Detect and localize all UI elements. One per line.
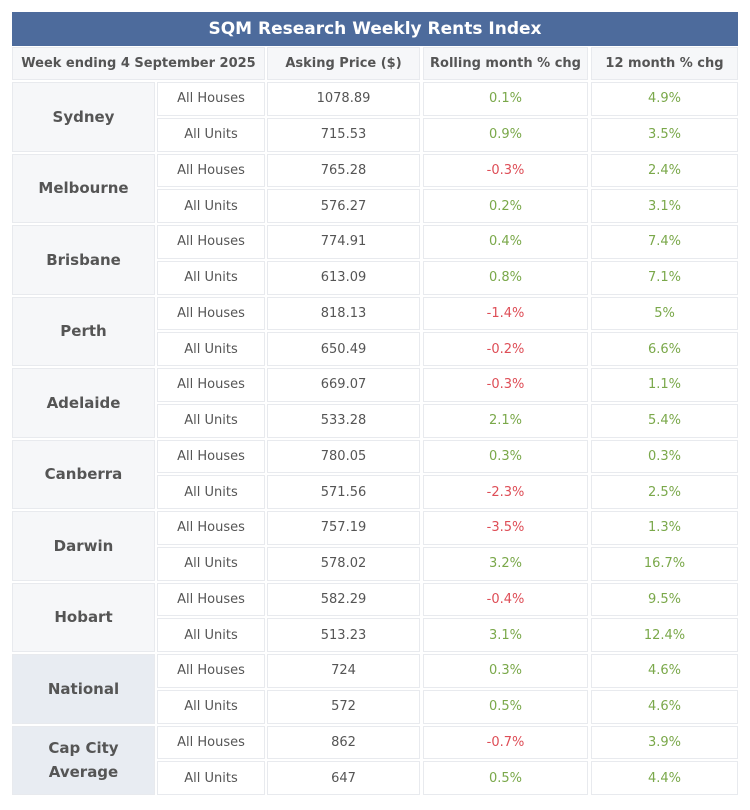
row-type: All Units bbox=[157, 761, 265, 795]
data-cell: 647 bbox=[267, 761, 420, 795]
data-cell: 12.4% bbox=[591, 618, 738, 652]
data-cell: 724 bbox=[267, 654, 420, 688]
data-cell: -2.3% bbox=[423, 475, 588, 509]
data-cell: 5% bbox=[591, 296, 738, 331]
data-cell: 650.49 bbox=[267, 332, 420, 366]
row-type: All Units bbox=[157, 618, 265, 652]
data-cell: 572 bbox=[267, 689, 420, 724]
data-cell: 0.9% bbox=[423, 117, 588, 152]
row-type: All Units bbox=[157, 260, 265, 295]
data-cell: -0.3% bbox=[423, 368, 588, 402]
row-type: All Units bbox=[157, 475, 265, 509]
header-cell: Week ending 4 September 2025 bbox=[12, 47, 265, 80]
row-type: All Units bbox=[157, 403, 265, 438]
data-cell: 757.19 bbox=[267, 511, 420, 545]
row-type: All Houses bbox=[157, 225, 265, 259]
row-type: All Houses bbox=[157, 654, 265, 688]
data-cell: 4.6% bbox=[591, 689, 738, 724]
data-cell: 669.07 bbox=[267, 368, 420, 402]
header-cell: 12 month % chg bbox=[591, 47, 738, 80]
row-type: All Houses bbox=[157, 582, 265, 617]
data-cell: 6.6% bbox=[591, 332, 738, 366]
group-label: National bbox=[12, 654, 155, 724]
header-cell: Rolling month % chg bbox=[423, 47, 588, 80]
data-cell: 1.1% bbox=[591, 368, 738, 402]
data-cell: -0.3% bbox=[423, 153, 588, 188]
row-type: All Units bbox=[157, 689, 265, 724]
data-cell: -0.4% bbox=[423, 582, 588, 617]
data-cell: -1.4% bbox=[423, 296, 588, 331]
data-cell: -3.5% bbox=[423, 511, 588, 545]
data-cell: 774.91 bbox=[267, 225, 420, 259]
group-label: Sydney bbox=[12, 82, 155, 152]
group-label: Adelaide bbox=[12, 368, 155, 438]
data-cell: 2.5% bbox=[591, 475, 738, 509]
data-cell: 2.1% bbox=[423, 403, 588, 438]
group-label: Darwin bbox=[12, 511, 155, 581]
row-type: All Units bbox=[157, 546, 265, 581]
data-cell: 5.4% bbox=[591, 403, 738, 438]
group-label: Cap City Average bbox=[12, 725, 155, 795]
row-type: All Houses bbox=[157, 439, 265, 474]
data-cell: 780.05 bbox=[267, 439, 420, 474]
group-label: Perth bbox=[12, 296, 155, 366]
data-cell: 4.4% bbox=[591, 761, 738, 795]
data-cell: -0.7% bbox=[423, 725, 588, 760]
data-cell: 0.3% bbox=[423, 439, 588, 474]
data-cell: 3.2% bbox=[423, 546, 588, 581]
data-cell: 576.27 bbox=[267, 189, 420, 223]
data-cell: 578.02 bbox=[267, 546, 420, 581]
data-cell: 4.6% bbox=[591, 654, 738, 688]
group-label: Melbourne bbox=[12, 153, 155, 223]
data-cell: 16.7% bbox=[591, 546, 738, 581]
data-cell: 0.1% bbox=[423, 82, 588, 116]
row-type: All Houses bbox=[157, 511, 265, 545]
data-cell: 4.9% bbox=[591, 82, 738, 116]
row-type: All Houses bbox=[157, 296, 265, 331]
data-cell: 0.4% bbox=[423, 225, 588, 259]
data-cell: 7.4% bbox=[591, 225, 738, 259]
group-label: Brisbane bbox=[12, 225, 155, 295]
data-cell: -0.2% bbox=[423, 332, 588, 366]
data-cell: 0.5% bbox=[423, 689, 588, 724]
data-cell: 582.29 bbox=[267, 582, 420, 617]
group-label: Hobart bbox=[12, 582, 155, 652]
row-type: All Units bbox=[157, 117, 265, 152]
data-cell: 0.8% bbox=[423, 260, 588, 295]
row-type: All Units bbox=[157, 332, 265, 366]
data-cell: 0.5% bbox=[423, 761, 588, 795]
data-cell: 0.3% bbox=[423, 654, 588, 688]
data-cell: 3.5% bbox=[591, 117, 738, 152]
header-cell: Asking Price ($) bbox=[267, 47, 420, 80]
data-cell: 862 bbox=[267, 725, 420, 760]
data-cell: 3.1% bbox=[423, 618, 588, 652]
table-title: SQM Research Weekly Rents Index bbox=[12, 12, 738, 46]
group-label: Canberra bbox=[12, 439, 155, 509]
data-cell: 571.56 bbox=[267, 475, 420, 509]
data-cell: 2.4% bbox=[591, 153, 738, 188]
data-cell: 818.13 bbox=[267, 296, 420, 331]
data-cell: 0.3% bbox=[591, 439, 738, 474]
data-cell: 1.3% bbox=[591, 511, 738, 545]
data-cell: 1078.89 bbox=[267, 82, 420, 116]
data-cell: 3.9% bbox=[591, 725, 738, 760]
row-type: All Houses bbox=[157, 725, 265, 760]
data-cell: 613.09 bbox=[267, 260, 420, 295]
data-cell: 7.1% bbox=[591, 260, 738, 295]
data-cell: 513.23 bbox=[267, 618, 420, 652]
data-cell: 765.28 bbox=[267, 153, 420, 188]
row-type: All Houses bbox=[157, 153, 265, 188]
data-cell: 3.1% bbox=[591, 189, 738, 223]
data-cell: 0.2% bbox=[423, 189, 588, 223]
data-cell: 533.28 bbox=[267, 403, 420, 438]
data-cell: 9.5% bbox=[591, 582, 738, 617]
data-cell: 715.53 bbox=[267, 117, 420, 152]
row-type: All Houses bbox=[157, 82, 265, 116]
row-type: All Houses bbox=[157, 368, 265, 402]
row-type: All Units bbox=[157, 189, 265, 223]
